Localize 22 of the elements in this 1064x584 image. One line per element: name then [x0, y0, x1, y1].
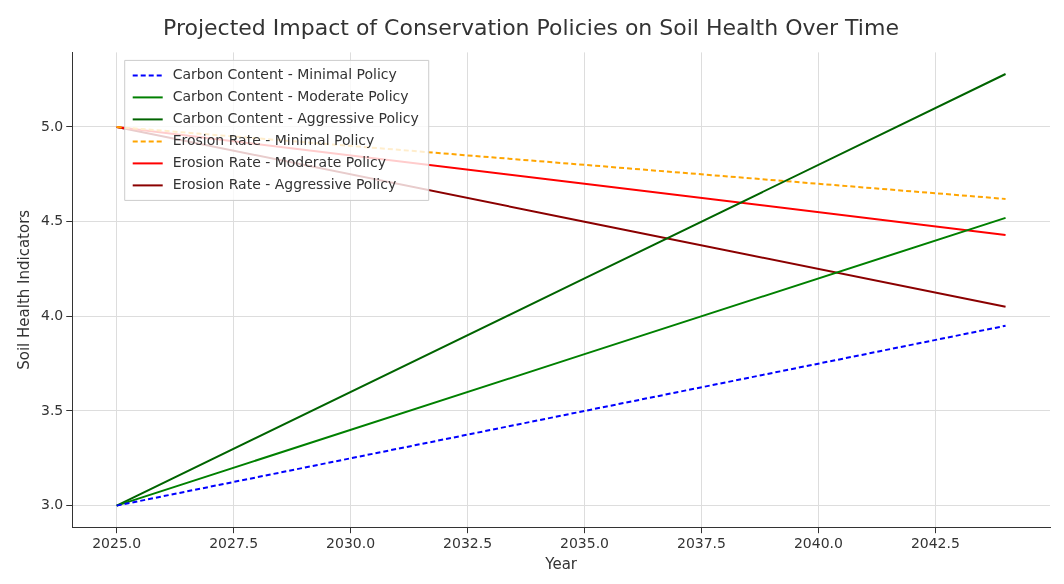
y-tick-label: 3.0 — [41, 496, 64, 513]
legend-label: Erosion Rate - Aggressive Policy — [172, 176, 397, 193]
x-tick-label: 2037.5 — [676, 535, 726, 552]
y-tick-label: 3.5 — [41, 401, 64, 418]
x-tick-label: 2027.5 — [209, 535, 259, 552]
x-tick-label: 2030.0 — [326, 535, 376, 552]
x-axis-title: Year — [544, 554, 578, 573]
legend-label: Erosion Rate - Moderate Policy — [172, 154, 386, 171]
x-tick-label: 2035.0 — [560, 535, 610, 552]
legend-label: Erosion Rate - Minimal Policy — [172, 132, 375, 149]
legend-label: Carbon Content - Minimal Policy — [172, 66, 397, 83]
y-tick-label: 5.0 — [41, 117, 64, 134]
x-tick-label: 2032.5 — [443, 535, 493, 552]
legend-label: Carbon Content - Aggressive Policy — [172, 110, 419, 127]
legend-label: Carbon Content - Moderate Policy — [172, 88, 409, 105]
x-tick-label: 2042.5 — [910, 535, 960, 552]
x-tick-label: 2025.0 — [92, 535, 142, 552]
x-tick-label: 2040.0 — [793, 535, 843, 552]
chart-title: Projected Impact of Conservation Policies on Soil Health Over Time — [163, 14, 899, 40]
y-tick-label: 4.5 — [41, 212, 64, 229]
y-axis-title: Soil Health Indicators — [14, 209, 33, 370]
y-tick-label: 4.0 — [41, 306, 64, 323]
